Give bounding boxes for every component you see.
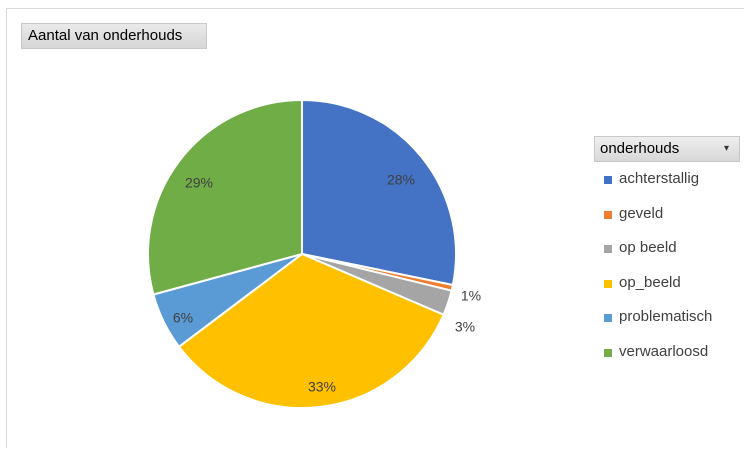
slice-verwaarloosd[interactable] xyxy=(147,98,303,296)
data-label: 29% xyxy=(185,175,213,191)
chart-area xyxy=(6,8,744,448)
slice-op-beeld-underscore[interactable] xyxy=(177,252,445,409)
legend-item[interactable]: problematisch xyxy=(604,308,712,343)
legend-item[interactable]: op beeld xyxy=(604,239,712,274)
data-label: 28% xyxy=(387,172,415,188)
legend-label: op beeld xyxy=(619,239,677,256)
legend-label: op_beeld xyxy=(619,273,681,291)
legend-swatch xyxy=(604,176,612,184)
slice-achterstallig[interactable] xyxy=(301,98,457,287)
legend-field-label: onderhouds xyxy=(600,140,680,157)
legend-swatch xyxy=(604,210,612,219)
legend-item[interactable]: geveld xyxy=(604,205,712,240)
data-label: 1% xyxy=(461,288,481,304)
legend-label: verwaarloosd xyxy=(619,342,709,360)
legend-swatch xyxy=(604,279,612,288)
data-label: 33% xyxy=(308,379,336,395)
legend-swatch xyxy=(604,314,612,322)
legend-label: geveld xyxy=(619,204,664,222)
value-field-button[interactable]: Aantal van onderhouds xyxy=(21,23,207,49)
legend-swatch xyxy=(604,245,612,253)
legend-item[interactable]: achterstallig xyxy=(604,170,712,205)
legend-label: problematisch xyxy=(619,308,713,325)
legend-label: achterstallig xyxy=(619,170,700,187)
chevron-down-icon[interactable]: ▾ xyxy=(723,143,729,154)
data-label: 3% xyxy=(455,319,475,335)
legend-item[interactable]: op_beeld xyxy=(604,274,712,309)
value-field-label: Aantal van onderhouds xyxy=(28,27,183,44)
legend-item[interactable]: verwaarloosd xyxy=(604,343,712,378)
legend-filter-button[interactable]: onderhouds ▾ xyxy=(594,136,740,162)
data-label: 6% xyxy=(173,310,193,326)
legend-swatch xyxy=(604,348,612,357)
